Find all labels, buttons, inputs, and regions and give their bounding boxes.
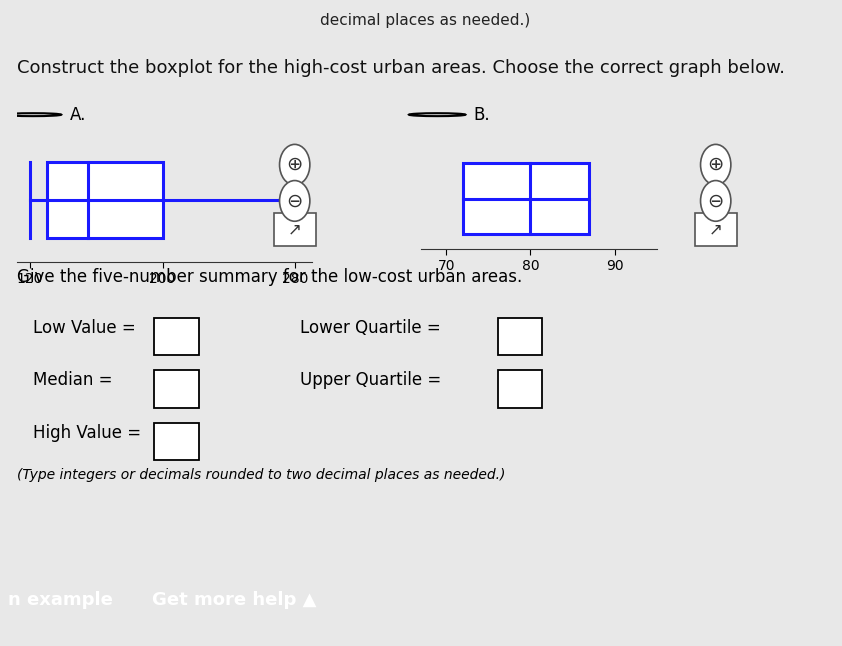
Text: (Type integers or decimals rounded to two decimal places as needed.): (Type integers or decimals rounded to tw… — [17, 468, 505, 482]
Text: Construct the boxplot for the high-cost urban areas. Choose the correct graph be: Construct the boxplot for the high-cost … — [17, 59, 785, 77]
Bar — [46, 162, 163, 238]
FancyBboxPatch shape — [154, 318, 199, 355]
Text: ⊕: ⊕ — [707, 155, 724, 174]
Text: Lower Quartile =: Lower Quartile = — [300, 318, 440, 337]
Text: ⊕: ⊕ — [286, 155, 303, 174]
Text: n example: n example — [8, 591, 114, 609]
Text: High Value =: High Value = — [33, 424, 141, 442]
Text: B.: B. — [473, 106, 490, 123]
Text: Get more help ▲: Get more help ▲ — [152, 591, 316, 609]
Text: A.: A. — [69, 106, 86, 123]
Circle shape — [701, 180, 731, 221]
Text: Low Value =: Low Value = — [33, 318, 136, 337]
Text: decimal places as needed.): decimal places as needed.) — [320, 14, 530, 28]
FancyBboxPatch shape — [498, 370, 542, 408]
Circle shape — [280, 145, 310, 185]
Text: ↗: ↗ — [288, 221, 301, 239]
FancyBboxPatch shape — [695, 213, 737, 246]
Circle shape — [280, 180, 310, 221]
FancyBboxPatch shape — [274, 213, 316, 246]
Text: Give the five-number summary for the low-cost urban areas.: Give the five-number summary for the low… — [17, 268, 522, 286]
Text: Median =: Median = — [33, 371, 113, 390]
Text: ↗: ↗ — [709, 221, 722, 239]
Text: ⊖: ⊖ — [286, 191, 303, 211]
FancyBboxPatch shape — [498, 318, 542, 355]
Text: Upper Quartile =: Upper Quartile = — [300, 371, 441, 390]
Text: ⊖: ⊖ — [707, 191, 724, 211]
FancyBboxPatch shape — [154, 423, 199, 461]
Bar — [463, 163, 589, 234]
FancyBboxPatch shape — [154, 370, 199, 408]
Circle shape — [701, 145, 731, 185]
